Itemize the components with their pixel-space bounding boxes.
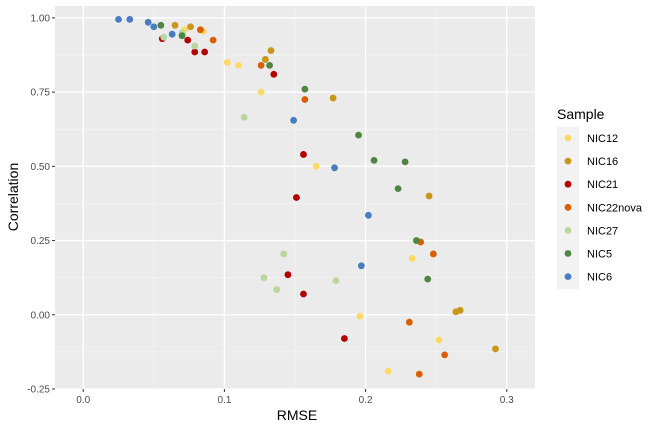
data-point xyxy=(456,306,464,314)
data-point xyxy=(312,162,320,170)
data-point xyxy=(178,32,186,40)
legend-key xyxy=(564,180,572,188)
legend-key xyxy=(564,134,572,142)
data-point xyxy=(126,15,134,23)
legend-label: NIC16 xyxy=(587,156,618,168)
data-point xyxy=(197,26,204,34)
legend-key xyxy=(564,273,572,280)
data-point xyxy=(413,237,420,244)
data-point xyxy=(415,370,423,378)
legend-label: NIC27 xyxy=(587,225,618,237)
data-point xyxy=(115,15,122,23)
data-point xyxy=(184,36,192,44)
data-point xyxy=(365,211,372,219)
data-point xyxy=(300,151,307,158)
data-point xyxy=(187,23,194,31)
data-point xyxy=(240,113,248,121)
legend-label: NIC22nova xyxy=(587,202,643,214)
y-tick-label: 1.00 xyxy=(31,13,51,24)
legend-key xyxy=(564,250,572,257)
data-point xyxy=(290,116,297,124)
data-point xyxy=(357,262,365,270)
data-point xyxy=(301,96,309,103)
y-axis-title: Correlation xyxy=(5,163,21,231)
data-point xyxy=(157,21,165,29)
data-point xyxy=(150,23,158,31)
x-axis-ticks: 0.0 0.1 0.2 0.3 xyxy=(76,389,514,406)
legend-key xyxy=(564,157,572,165)
major-gridlines xyxy=(55,6,535,390)
data-point xyxy=(284,271,292,279)
legend-label: NIC5 xyxy=(587,249,612,261)
data-point xyxy=(261,56,269,63)
y-tick-label: 0.75 xyxy=(31,88,51,99)
data-point xyxy=(329,94,337,102)
data-point xyxy=(168,30,176,38)
x-tick-label: 0.3 xyxy=(500,395,514,406)
data-point xyxy=(300,290,307,298)
data-point xyxy=(301,85,309,93)
data-point xyxy=(405,318,413,326)
legend-key xyxy=(564,203,572,211)
data-point xyxy=(293,194,300,201)
data-point xyxy=(441,351,449,359)
legend-key xyxy=(564,227,572,234)
y-tick-label: 0.00 xyxy=(31,310,51,321)
legend-title: Sample xyxy=(557,106,605,122)
y-tick-label: 0.25 xyxy=(31,236,51,247)
data-point xyxy=(144,18,152,26)
data-point xyxy=(370,156,378,164)
data-point xyxy=(429,250,437,258)
data-point xyxy=(191,42,199,50)
y-axis-ticks: -0.25 0.00 0.25 0.50 0.75 1.00 xyxy=(27,13,55,396)
data-point xyxy=(341,335,348,342)
data-point xyxy=(273,286,281,293)
y-tick-label: -0.25 xyxy=(27,385,50,396)
data-point xyxy=(332,277,340,285)
data-point xyxy=(160,33,168,41)
data-point xyxy=(260,274,268,282)
data-point xyxy=(171,21,179,29)
data-point xyxy=(257,88,265,96)
data-point xyxy=(425,192,433,200)
x-axis-title: RMSE xyxy=(277,407,317,423)
data-point xyxy=(267,47,275,54)
data-point xyxy=(235,61,242,69)
legend-items: NIC12 NIC16 NIC21 NIC22nova NIC27 NIC5 NIC6 xyxy=(557,127,643,289)
data-point xyxy=(408,254,416,262)
data-point xyxy=(266,61,273,69)
legend-label: NIC12 xyxy=(587,133,618,145)
data-point xyxy=(209,36,217,44)
data-points xyxy=(115,15,499,378)
data-point xyxy=(191,48,199,56)
data-point xyxy=(257,61,265,69)
data-point xyxy=(435,336,443,344)
legend: Sample NIC12 NIC16 NIC21 NIC22nova NIC27 NIC5… xyxy=(557,106,643,289)
data-point xyxy=(356,312,364,320)
legend-label: NIC6 xyxy=(587,272,612,284)
data-point xyxy=(394,185,402,192)
x-tick-label: 0.1 xyxy=(217,395,231,406)
x-tick-label: 0.0 xyxy=(76,395,90,406)
data-point xyxy=(384,367,392,375)
data-point xyxy=(401,158,409,166)
data-point xyxy=(270,70,278,78)
data-point xyxy=(331,164,338,172)
data-point xyxy=(280,250,288,258)
y-tick-label: 0.50 xyxy=(31,162,51,173)
x-tick-label: 0.2 xyxy=(359,395,373,406)
data-point xyxy=(424,275,432,283)
legend-label: NIC21 xyxy=(587,179,618,191)
data-point xyxy=(223,59,231,66)
data-point xyxy=(201,48,209,56)
data-point xyxy=(492,345,499,353)
data-point xyxy=(355,131,362,139)
